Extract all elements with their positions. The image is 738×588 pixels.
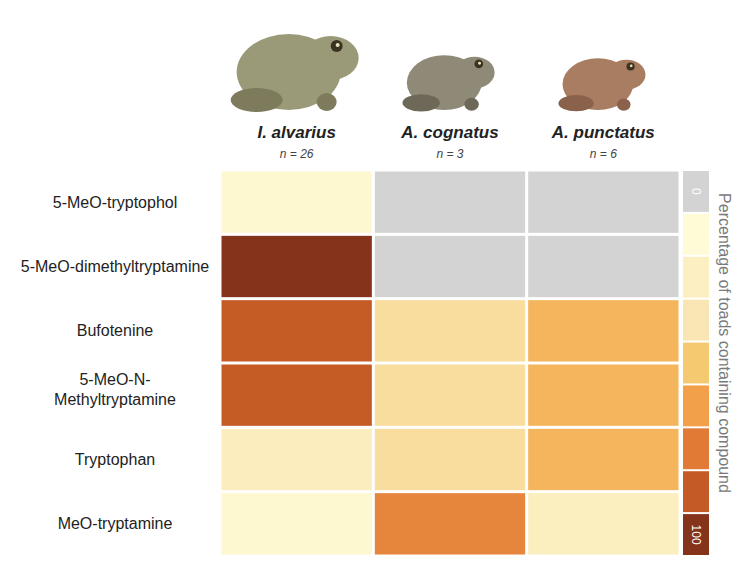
heatmap-cell [222, 236, 372, 297]
colorbar-swatch [683, 343, 709, 384]
heatmap-cell [375, 236, 525, 297]
heatmap-cell [375, 493, 525, 554]
toad-eye [626, 62, 634, 70]
toad-leg [317, 93, 337, 111]
heatmap-cell [222, 300, 372, 361]
colorbar-swatch [683, 257, 709, 298]
heatmap-cell [375, 365, 525, 426]
toad-illustration [558, 58, 645, 111]
column-label: I. alvarius [257, 123, 335, 142]
toad-illustration [402, 55, 494, 111]
column-note: n = 6 [590, 147, 617, 161]
heatmap-cell [222, 493, 372, 554]
row-label: 5-MeO-N-Methyltryptamine [54, 371, 176, 408]
toad-illustration [231, 34, 359, 112]
toad-leg [464, 98, 478, 111]
toad-eye-glint [478, 62, 481, 65]
heatmap-cell [222, 365, 372, 426]
colorbar-swatch [683, 428, 709, 469]
toad-eye-glint [630, 64, 633, 67]
toad-head [303, 36, 359, 80]
toad-leg [617, 98, 631, 110]
toad-leg [402, 94, 439, 111]
heatmap-cell [222, 172, 372, 233]
column-note: n = 26 [280, 147, 314, 161]
toad-eye [474, 60, 483, 69]
heatmap-chart: I. alvarius n = 26 A. cognatus n = 3 A. punc… [0, 0, 738, 588]
toad-leg [231, 88, 283, 112]
colorbar-swatch [683, 300, 709, 341]
toad-eye [331, 40, 343, 52]
colorbar-swatch [683, 214, 709, 255]
colorbar-label: Percentage of toads containing compound [716, 193, 733, 493]
heatmap-cell [375, 300, 525, 361]
row-label: 5-MeO-dimethyltryptamine [21, 258, 210, 275]
colorbar-swatch [683, 471, 709, 512]
cells [222, 172, 679, 555]
heatmap-cell [222, 429, 372, 490]
toad-head [454, 57, 494, 89]
row-label: Tryptophan [75, 451, 155, 468]
colorbar-swatch [683, 171, 709, 212]
row-label: 5-MeO-tryptophol [53, 194, 178, 211]
colorbar-swatch [683, 514, 709, 555]
row-label: Bufotenine [77, 322, 154, 339]
column-note: n = 3 [436, 147, 463, 161]
colorbar-tick-label: 100 [689, 525, 703, 545]
colorbar-tick-label: 0 [689, 188, 703, 195]
heatmap-cell [528, 365, 678, 426]
heatmap-cell [528, 493, 678, 554]
heatmap-cell [528, 429, 678, 490]
heatmap-cell [375, 429, 525, 490]
column-label: A. cognatus [400, 123, 498, 142]
heatmap-cell [375, 172, 525, 233]
column-label: A. punctatus [551, 123, 655, 142]
toad-leg [558, 95, 593, 111]
heatmap-cell [528, 236, 678, 297]
row-label: MeO-tryptamine [58, 515, 173, 532]
heatmap-cell [528, 300, 678, 361]
toad-head [607, 60, 645, 90]
colorbar-swatch [683, 385, 709, 426]
heatmap-cell [528, 172, 678, 233]
toad-eye-glint [336, 43, 340, 47]
